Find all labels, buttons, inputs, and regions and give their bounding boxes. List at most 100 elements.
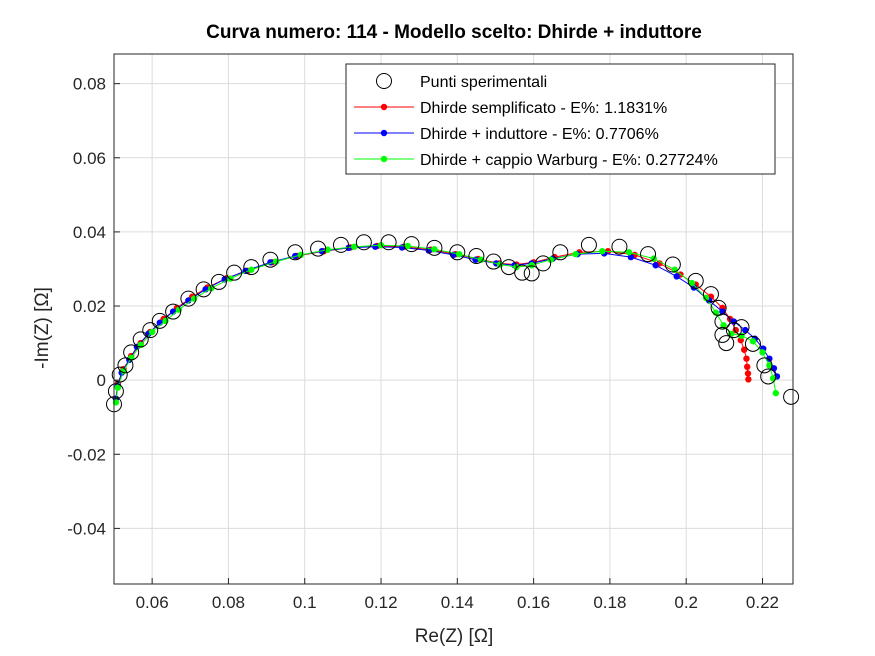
data-point: [156, 319, 163, 326]
experimental-point: [332, 236, 349, 253]
legend-label: Dhirde + induttore - E%: 0.7706%: [420, 126, 659, 143]
experimental-point: [744, 335, 761, 352]
experimental-point: [380, 234, 397, 251]
data-point: [759, 349, 766, 356]
legend-item: Dhirde + cappio Warburg - E%: 0.27724%: [354, 152, 718, 169]
data-point: [404, 242, 411, 250]
x-tick-label: 0.16: [517, 593, 550, 612]
legend-marker: [376, 73, 392, 89]
data-point: [547, 256, 554, 263]
experimental-point: [287, 244, 304, 261]
legend-label: Punti sperimentali: [420, 74, 547, 91]
x-axis-ticks: 0.06 0.08 0.1 0.12 0.14 0.16 0.18 0.2 0.22: [136, 578, 779, 612]
data-point: [431, 246, 438, 253]
y-tick-label: 0: [97, 371, 106, 390]
data-point: [744, 363, 751, 371]
y-axis-ticks: -0.04 -0.02 0 0.02 0.04 0.06 0.08: [67, 75, 120, 538]
experimental-point: [702, 286, 719, 303]
experimental-point: [210, 273, 227, 290]
legend-label: Dhirde + cappio Warburg - E%: 0.27724%: [420, 152, 718, 169]
data-point: [456, 250, 463, 258]
data-point: [572, 250, 579, 258]
data-point: [745, 376, 752, 383]
experimental-point: [355, 234, 372, 251]
x-tick-label: 0.2: [674, 593, 698, 612]
experimental-point: [310, 240, 327, 257]
experimental-point: [664, 256, 681, 273]
data-point: [372, 243, 379, 250]
data-point: [740, 346, 748, 353]
y-tick-label: -0.04: [67, 519, 106, 538]
data-point: [148, 328, 156, 336]
y-tick-label: -0.02: [67, 445, 106, 464]
experimental-point: [500, 259, 517, 276]
experimental-point: [468, 247, 485, 264]
experimental-point: [611, 238, 628, 255]
experimental-point: [535, 255, 552, 272]
x-axis-label: Re(Z) [Ω]: [415, 626, 494, 647]
experimental-point: [725, 322, 742, 339]
experimental-point: [195, 281, 212, 298]
data-point: [720, 322, 727, 329]
x-tick-label: 0.12: [364, 593, 397, 612]
experimental-point: [123, 344, 140, 361]
experimental-point: [523, 265, 540, 282]
data-point: [673, 273, 680, 280]
experimental-point: [142, 322, 159, 339]
data-point: [766, 362, 773, 369]
series-0: [106, 234, 800, 413]
data-point: [625, 249, 633, 256]
experimental-point: [580, 236, 597, 253]
x-tick-label: 0.18: [593, 593, 626, 612]
x-tick-label: 0.22: [746, 593, 779, 612]
y-axis-label: -Im(Z) [Ω]: [32, 287, 53, 369]
x-tick-label: 0.08: [212, 593, 245, 612]
experimental-point: [756, 357, 773, 374]
data-point: [749, 338, 757, 345]
legend-item: Dhirde + induttore - E%: 0.7706%: [354, 126, 659, 143]
experimental-point: [687, 272, 704, 289]
data-point: [248, 266, 255, 273]
experimental-point: [132, 331, 149, 348]
chart-title: Curva numero: 114 - Modello scelto: Dhir…: [206, 22, 702, 43]
legend-label: Dhirde semplificato - E%: 1.1831%: [420, 100, 667, 117]
experimental-point: [714, 326, 731, 343]
experimental-point: [262, 251, 279, 268]
legend-box: [345, 63, 776, 175]
experimental-point: [243, 259, 260, 276]
experimental-point: [718, 335, 735, 352]
legend-marker: [380, 129, 388, 137]
y-tick-label: 0.06: [73, 149, 106, 168]
experimental-point: [180, 290, 197, 307]
legend-item: Punti sperimentali: [376, 73, 547, 91]
y-tick-label: 0.08: [73, 75, 106, 94]
experimental-point: [151, 312, 168, 329]
experimental-point: [552, 244, 569, 261]
experimental-point: [403, 236, 420, 253]
legend-item: Dhirde semplificato - E%: 1.1831%: [354, 100, 667, 117]
data-point: [114, 384, 122, 391]
experimental-point: [449, 244, 466, 261]
experimental-point: [783, 388, 800, 405]
experimental-point: [165, 303, 182, 320]
data-point: [652, 262, 659, 269]
data-point: [688, 279, 696, 287]
y-tick-label: 0.02: [73, 297, 106, 316]
x-tick-label: 0.1: [293, 593, 317, 612]
series-layer: [106, 234, 800, 413]
experimental-point: [514, 264, 531, 281]
experimental-point: [107, 383, 124, 400]
experimental-point: [760, 368, 777, 385]
experimental-point: [733, 319, 750, 336]
legend-marker: [380, 103, 388, 111]
data-point: [599, 247, 606, 255]
legend-marker: [380, 155, 388, 163]
data-point: [744, 370, 752, 377]
x-tick-label: 0.06: [136, 593, 169, 612]
data-point: [627, 253, 635, 261]
data-point: [528, 262, 535, 269]
data-point: [743, 355, 750, 362]
experimental-point: [426, 239, 443, 256]
data-point: [772, 389, 780, 397]
